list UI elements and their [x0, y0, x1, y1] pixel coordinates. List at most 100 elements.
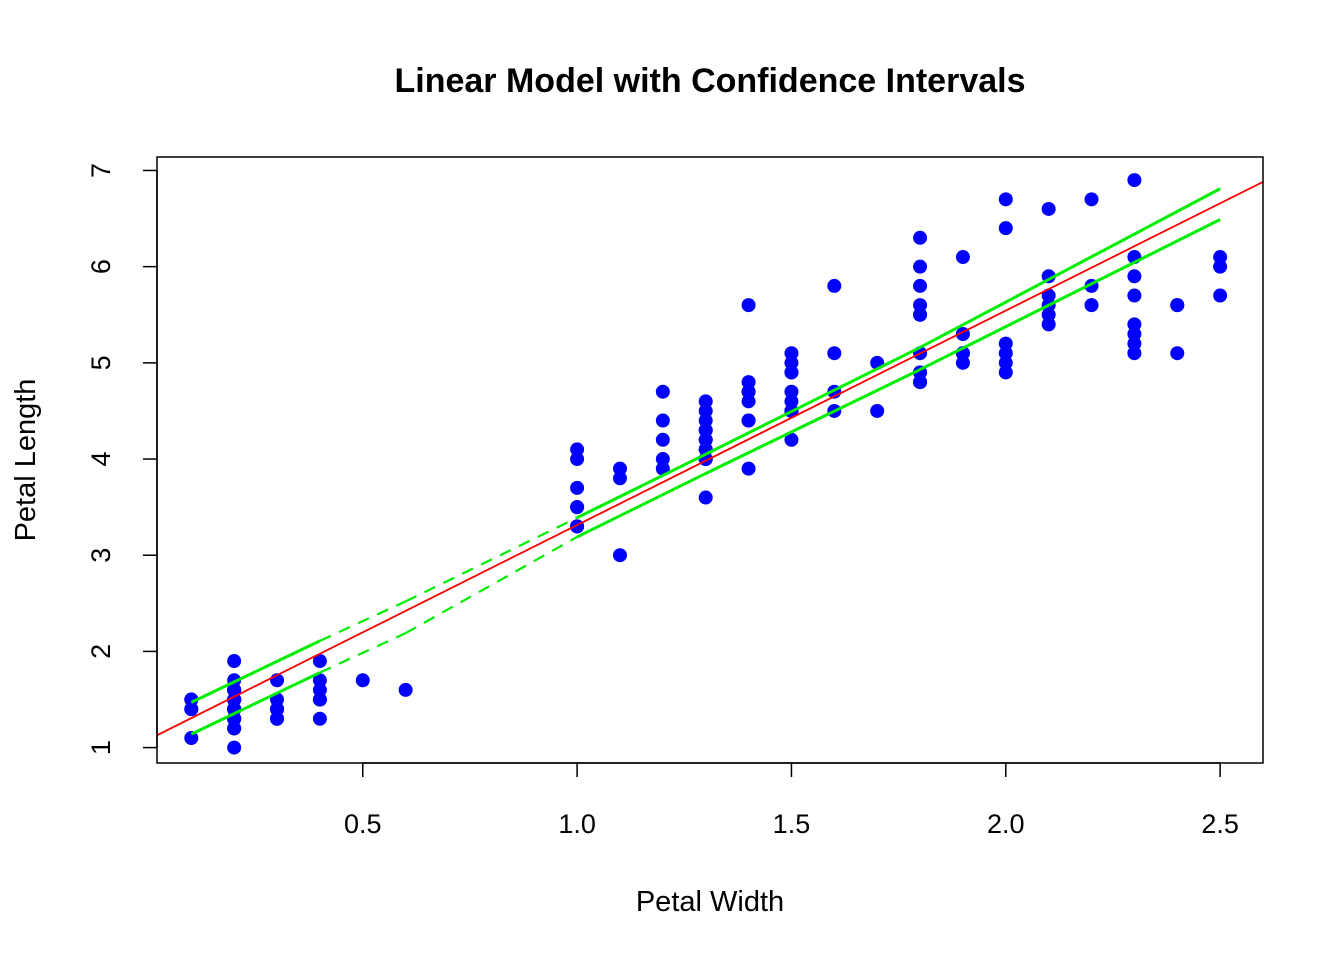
- ci-lower-line: [319, 632, 407, 674]
- data-point: [312, 711, 327, 726]
- data-point: [1127, 269, 1142, 284]
- data-point: [1084, 192, 1099, 207]
- data-point: [655, 452, 670, 467]
- data-point: [741, 384, 756, 399]
- data-point: [913, 298, 928, 313]
- data-point: [698, 413, 713, 428]
- data-point: [998, 346, 1013, 361]
- data-point: [612, 471, 627, 486]
- data-point: [1170, 346, 1185, 361]
- data-point: [998, 221, 1013, 236]
- plot-clip-group: [157, 173, 1263, 755]
- data-point: [270, 711, 285, 726]
- data-point: [913, 278, 928, 293]
- y-tick-label: 2: [86, 644, 116, 659]
- ci-upper-line: [190, 639, 321, 704]
- data-point: [827, 346, 842, 361]
- data-point: [784, 432, 799, 447]
- data-point: [998, 192, 1013, 207]
- ci-lower-line: [919, 218, 1221, 371]
- data-point: [784, 384, 799, 399]
- data-point: [355, 673, 370, 688]
- data-point: [698, 490, 713, 505]
- data-point: [1213, 259, 1228, 274]
- y-tick-label: 6: [86, 259, 116, 274]
- data-point: [227, 654, 242, 669]
- data-point: [698, 432, 713, 447]
- data-point: [698, 423, 713, 438]
- data-point: [570, 442, 585, 457]
- x-tick-label: 1.5: [773, 809, 811, 839]
- data-point: [741, 394, 756, 409]
- data-point: [784, 355, 799, 370]
- ci-upper-line: [705, 346, 921, 456]
- data-point: [998, 355, 1013, 370]
- data-point: [570, 452, 585, 467]
- data-point: [312, 654, 327, 669]
- x-tick-label: 2.5: [1201, 809, 1239, 839]
- data-point: [1127, 336, 1142, 351]
- data-point: [955, 250, 970, 265]
- x-axis-label: Petal Width: [636, 886, 784, 918]
- data-point: [312, 682, 327, 697]
- ci-lower-line: [705, 368, 921, 475]
- data-point: [998, 336, 1013, 351]
- data-point: [655, 432, 670, 447]
- x-tick-label: 1.0: [558, 809, 596, 839]
- data-point: [1127, 317, 1142, 332]
- ci-lower-line: [576, 472, 707, 539]
- data-point: [398, 682, 413, 697]
- data-point: [913, 307, 928, 322]
- y-tick-label: 4: [86, 452, 116, 467]
- plot-area: [157, 173, 1263, 755]
- data-point: [1041, 317, 1056, 332]
- x-tick-label: 0.5: [344, 809, 382, 839]
- data-point: [741, 461, 756, 476]
- x-tick-label: 2.0: [987, 809, 1025, 839]
- data-point: [955, 355, 970, 370]
- ci-upper-line: [919, 187, 1221, 349]
- data-point: [1127, 346, 1142, 361]
- chart-title: Linear Model with Confidence Intervals: [395, 62, 1026, 100]
- data-point: [1213, 288, 1228, 303]
- data-point: [998, 365, 1013, 380]
- y-tick-label: 7: [86, 163, 116, 178]
- data-point: [227, 692, 242, 707]
- data-point: [1127, 288, 1142, 303]
- data-point: [184, 702, 199, 717]
- data-point: [827, 278, 842, 293]
- ci-upper-line: [405, 516, 578, 603]
- data-point: [655, 413, 670, 428]
- data-point: [270, 702, 285, 717]
- y-tick-label: 5: [86, 355, 116, 370]
- data-point: [227, 721, 242, 736]
- data-point: [913, 375, 928, 390]
- data-point: [741, 375, 756, 390]
- data-point: [227, 740, 242, 755]
- data-point: [741, 298, 756, 313]
- data-point: [913, 230, 928, 245]
- y-tick-label: 1: [86, 740, 116, 755]
- data-point: [1041, 201, 1056, 216]
- data-point: [784, 394, 799, 409]
- regression-line: [157, 181, 1263, 737]
- data-point: [570, 480, 585, 495]
- data-point: [784, 346, 799, 361]
- ci-upper-line: [576, 452, 707, 520]
- ci-lower-line: [190, 671, 321, 736]
- data-point: [1127, 173, 1142, 188]
- data-point: [741, 413, 756, 428]
- x-axis: 0.5 1.0 1.5 2.0 2.5: [344, 762, 1239, 839]
- data-point: [312, 692, 327, 707]
- data-point: [698, 394, 713, 409]
- ci-upper-line: [319, 600, 407, 642]
- data-point: [1084, 298, 1099, 313]
- data-point: [227, 682, 242, 697]
- data-point: [612, 548, 627, 563]
- data-point: [1041, 288, 1056, 303]
- data-point: [655, 384, 670, 399]
- data-point: [570, 519, 585, 534]
- data-point: [1041, 307, 1056, 322]
- data-point: [612, 461, 627, 476]
- data-point: [784, 365, 799, 380]
